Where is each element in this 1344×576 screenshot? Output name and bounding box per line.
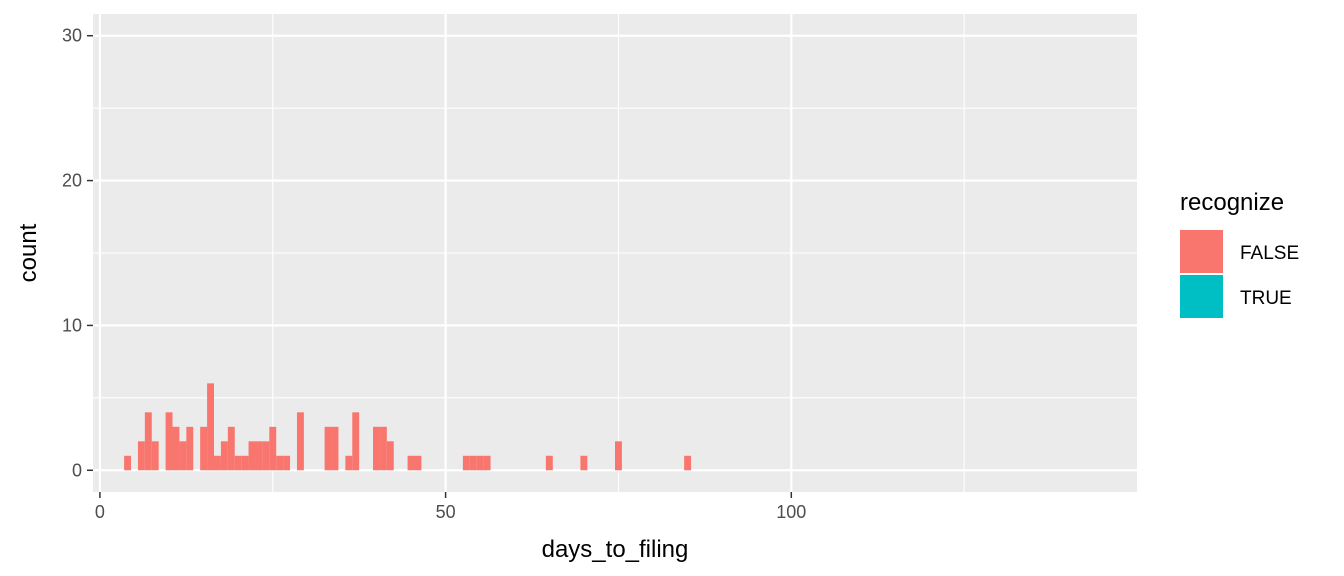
bar-false: [483, 455, 491, 471]
legend-label-false: FALSE: [1240, 243, 1299, 264]
legend-label-true: TRUE: [1240, 288, 1292, 309]
y-tick-label: 30: [62, 26, 82, 46]
bar-false: [476, 455, 484, 471]
bar-false: [373, 426, 380, 471]
bar-false: [386, 441, 394, 471]
x-tick-label: 0: [95, 502, 105, 522]
bar-false: [241, 455, 249, 471]
bar-false: [262, 441, 270, 471]
bar-false: [331, 426, 339, 471]
legend-title: recognize: [1180, 189, 1284, 216]
bar-false: [324, 426, 332, 471]
y-axis-title: count: [15, 223, 42, 282]
bar-false: [345, 455, 353, 471]
y-axis: 0 10 20 30: [62, 26, 93, 480]
bar-false: [283, 455, 291, 471]
bar-false: [124, 455, 132, 471]
bar-false: [248, 441, 256, 471]
y-tick-label: 0: [72, 460, 82, 480]
bars: [124, 383, 692, 471]
bar-false: [172, 426, 180, 471]
bar-false: [615, 441, 622, 471]
bar-false: [296, 412, 304, 471]
bar-false: [255, 441, 263, 471]
x-axis: 0 50 100: [95, 492, 806, 522]
bar-false: [207, 383, 214, 471]
y-tick-label: 10: [62, 315, 82, 335]
bar-false: [407, 455, 415, 471]
bar-false: [684, 455, 692, 471]
bar-false: [179, 441, 187, 471]
bar-false: [352, 412, 360, 471]
bar-false: [379, 426, 387, 471]
bar-false: [165, 412, 173, 471]
bar-false: [200, 426, 208, 471]
x-tick-label: 50: [436, 502, 456, 522]
bar-false: [213, 455, 221, 471]
y-tick-label: 20: [62, 171, 82, 191]
bar-false: [151, 441, 159, 471]
legend: recognize FALSE TRUE: [1180, 189, 1299, 318]
bar-false: [144, 412, 152, 471]
bar-false: [276, 455, 284, 471]
x-axis-title: days_to_filing: [542, 536, 689, 563]
legend-key-true: [1180, 275, 1223, 318]
bar-false: [234, 455, 242, 471]
bar-false: [269, 426, 277, 471]
bar-false: [469, 455, 477, 471]
bar-false: [137, 441, 145, 471]
bar-false: [227, 426, 235, 471]
bar-false: [220, 441, 228, 471]
bar-false: [462, 455, 470, 471]
x-tick-label: 100: [776, 502, 806, 522]
legend-key-false: [1180, 230, 1223, 273]
bar-false: [545, 455, 553, 471]
bar-false: [186, 426, 194, 471]
bar-false: [414, 455, 422, 471]
bar-false: [580, 455, 588, 471]
